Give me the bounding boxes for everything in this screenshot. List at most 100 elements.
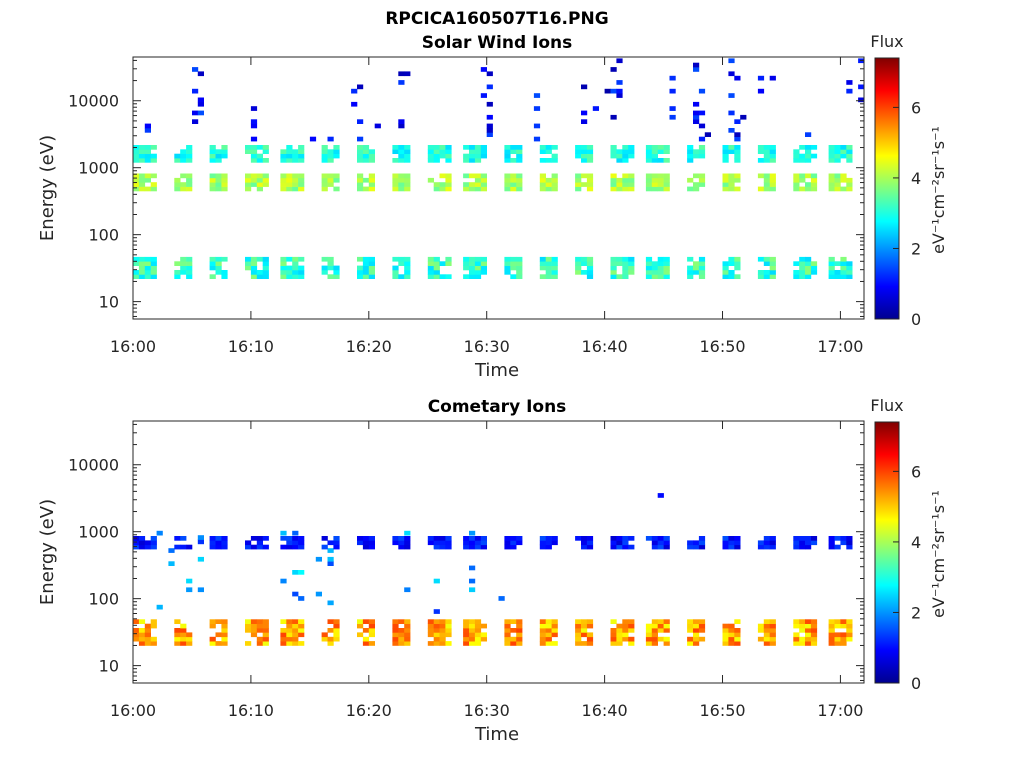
spectrogram-cell xyxy=(474,619,482,624)
spectrogram-cell xyxy=(840,636,847,642)
spectrogram-cell xyxy=(575,173,582,179)
spectrogram-cell xyxy=(510,256,517,262)
spectrogram-cell xyxy=(793,177,800,183)
spectrogram-cell xyxy=(586,641,594,646)
spectrogram-cell xyxy=(333,173,340,179)
spectrogram-cell xyxy=(734,632,741,638)
spectrogram-cell xyxy=(846,182,853,187)
spectrogram-cell xyxy=(298,182,305,187)
spectrogram-cell xyxy=(292,570,299,575)
spectrogram-cell xyxy=(215,270,222,275)
spectrogram-cell xyxy=(728,274,735,279)
spectrogram-cell xyxy=(404,544,411,550)
spectrogram-cell xyxy=(628,153,635,159)
spectrogram-cell xyxy=(398,145,405,150)
spectrogram-cell xyxy=(622,256,629,262)
spectrogram-cell xyxy=(846,623,853,629)
spectrogram-cell xyxy=(404,153,411,159)
colorbar xyxy=(874,421,900,684)
spectrogram-cell xyxy=(504,261,511,266)
spectrogram-cell xyxy=(622,632,629,638)
spectrogram-cell xyxy=(734,173,741,179)
spectrogram-cell xyxy=(469,173,476,179)
spectrogram-cell xyxy=(221,641,228,646)
spectrogram-cell xyxy=(728,623,735,629)
x-tick-label: 16:30 xyxy=(464,701,510,720)
spectrogram-cell xyxy=(174,177,181,183)
spectrogram-cell xyxy=(298,619,305,624)
spectrogram-cell xyxy=(404,530,411,536)
spectrogram-cell xyxy=(698,544,706,550)
spectrogram-cell xyxy=(298,145,305,150)
spectrogram-cell xyxy=(133,628,140,633)
spectrogram-cell xyxy=(433,158,440,163)
spectrogram-cell xyxy=(433,274,440,279)
spectrogram-cell xyxy=(433,544,440,550)
spectrogram-cell xyxy=(645,158,653,163)
spectrogram-cell xyxy=(480,67,487,72)
spectrogram-cell xyxy=(286,177,293,183)
spectrogram-cell xyxy=(150,153,157,159)
spectrogram-cell xyxy=(445,540,452,546)
spectrogram-cell xyxy=(445,274,452,279)
spectrogram-cell xyxy=(834,619,841,624)
spectrogram-cell xyxy=(256,628,263,633)
spectrogram-cell xyxy=(174,158,181,163)
spectrogram-cell xyxy=(610,628,617,633)
spectrogram-cell xyxy=(504,158,511,163)
spectrogram-cell xyxy=(439,274,446,279)
spectrogram-cell xyxy=(215,641,222,646)
spectrogram-cell xyxy=(186,641,193,646)
spectrogram-cell xyxy=(551,182,558,187)
spectrogram-cell xyxy=(486,71,493,77)
spectrogram-cell xyxy=(480,261,487,266)
spectrogram-cell xyxy=(539,173,546,179)
spectrogram-cell xyxy=(645,623,653,629)
spectrogram-cell xyxy=(651,145,658,150)
spectrogram-cell xyxy=(516,149,523,154)
spectrogram-cell xyxy=(828,270,835,275)
spectrogram-cell xyxy=(539,182,546,187)
spectrogram-cell xyxy=(357,177,364,183)
spectrogram-cell xyxy=(469,540,476,546)
spectrogram-cell xyxy=(693,153,700,159)
spectrogram-cell xyxy=(575,270,582,275)
spectrogram-cell xyxy=(433,619,440,624)
spectrogram-cell xyxy=(392,540,399,546)
spectrogram-cell xyxy=(445,641,452,646)
spectrogram-cell xyxy=(256,623,263,629)
spectrogram-cell xyxy=(357,173,364,179)
spectrogram-cell xyxy=(192,119,199,124)
spectrogram-cell xyxy=(628,628,635,633)
spectrogram-cell xyxy=(687,177,694,183)
spectrogram-cell xyxy=(551,628,558,633)
spectrogram-cell xyxy=(180,261,187,266)
spectrogram-cell xyxy=(828,265,835,271)
spectrogram-cell xyxy=(133,274,140,279)
spectrogram-cell xyxy=(687,636,694,642)
spectrogram-cell xyxy=(616,623,623,629)
spectrogram-cell xyxy=(469,641,476,646)
spectrogram-cell xyxy=(805,628,812,633)
spectrogram-cell xyxy=(439,544,446,550)
spectrogram-cell xyxy=(474,636,482,642)
spectrogram-cell xyxy=(445,536,452,541)
spectrogram-cell xyxy=(846,636,853,642)
spectrogram-cell xyxy=(504,540,511,546)
y-axis: 10 100 1000 10000 xyxy=(68,59,864,317)
spectrogram-cell xyxy=(769,636,776,642)
spectrogram-cell xyxy=(586,619,594,624)
spectrogram-cell xyxy=(651,153,658,159)
spectrogram-cell xyxy=(687,265,694,271)
spectrogram-cell xyxy=(545,632,552,638)
spectrogram-cell xyxy=(698,149,706,154)
spectrogram-cell xyxy=(180,623,187,629)
spectrogram-cell xyxy=(327,182,334,187)
spectrogram-cell xyxy=(581,270,588,275)
spectrogram-cell xyxy=(150,256,157,262)
spectrogram-cell xyxy=(628,182,635,187)
spectrogram-cell xyxy=(133,177,140,183)
spectrogram-cell xyxy=(834,270,841,275)
spectrogram-cell xyxy=(828,261,835,266)
spectrogram-cell xyxy=(545,544,552,550)
